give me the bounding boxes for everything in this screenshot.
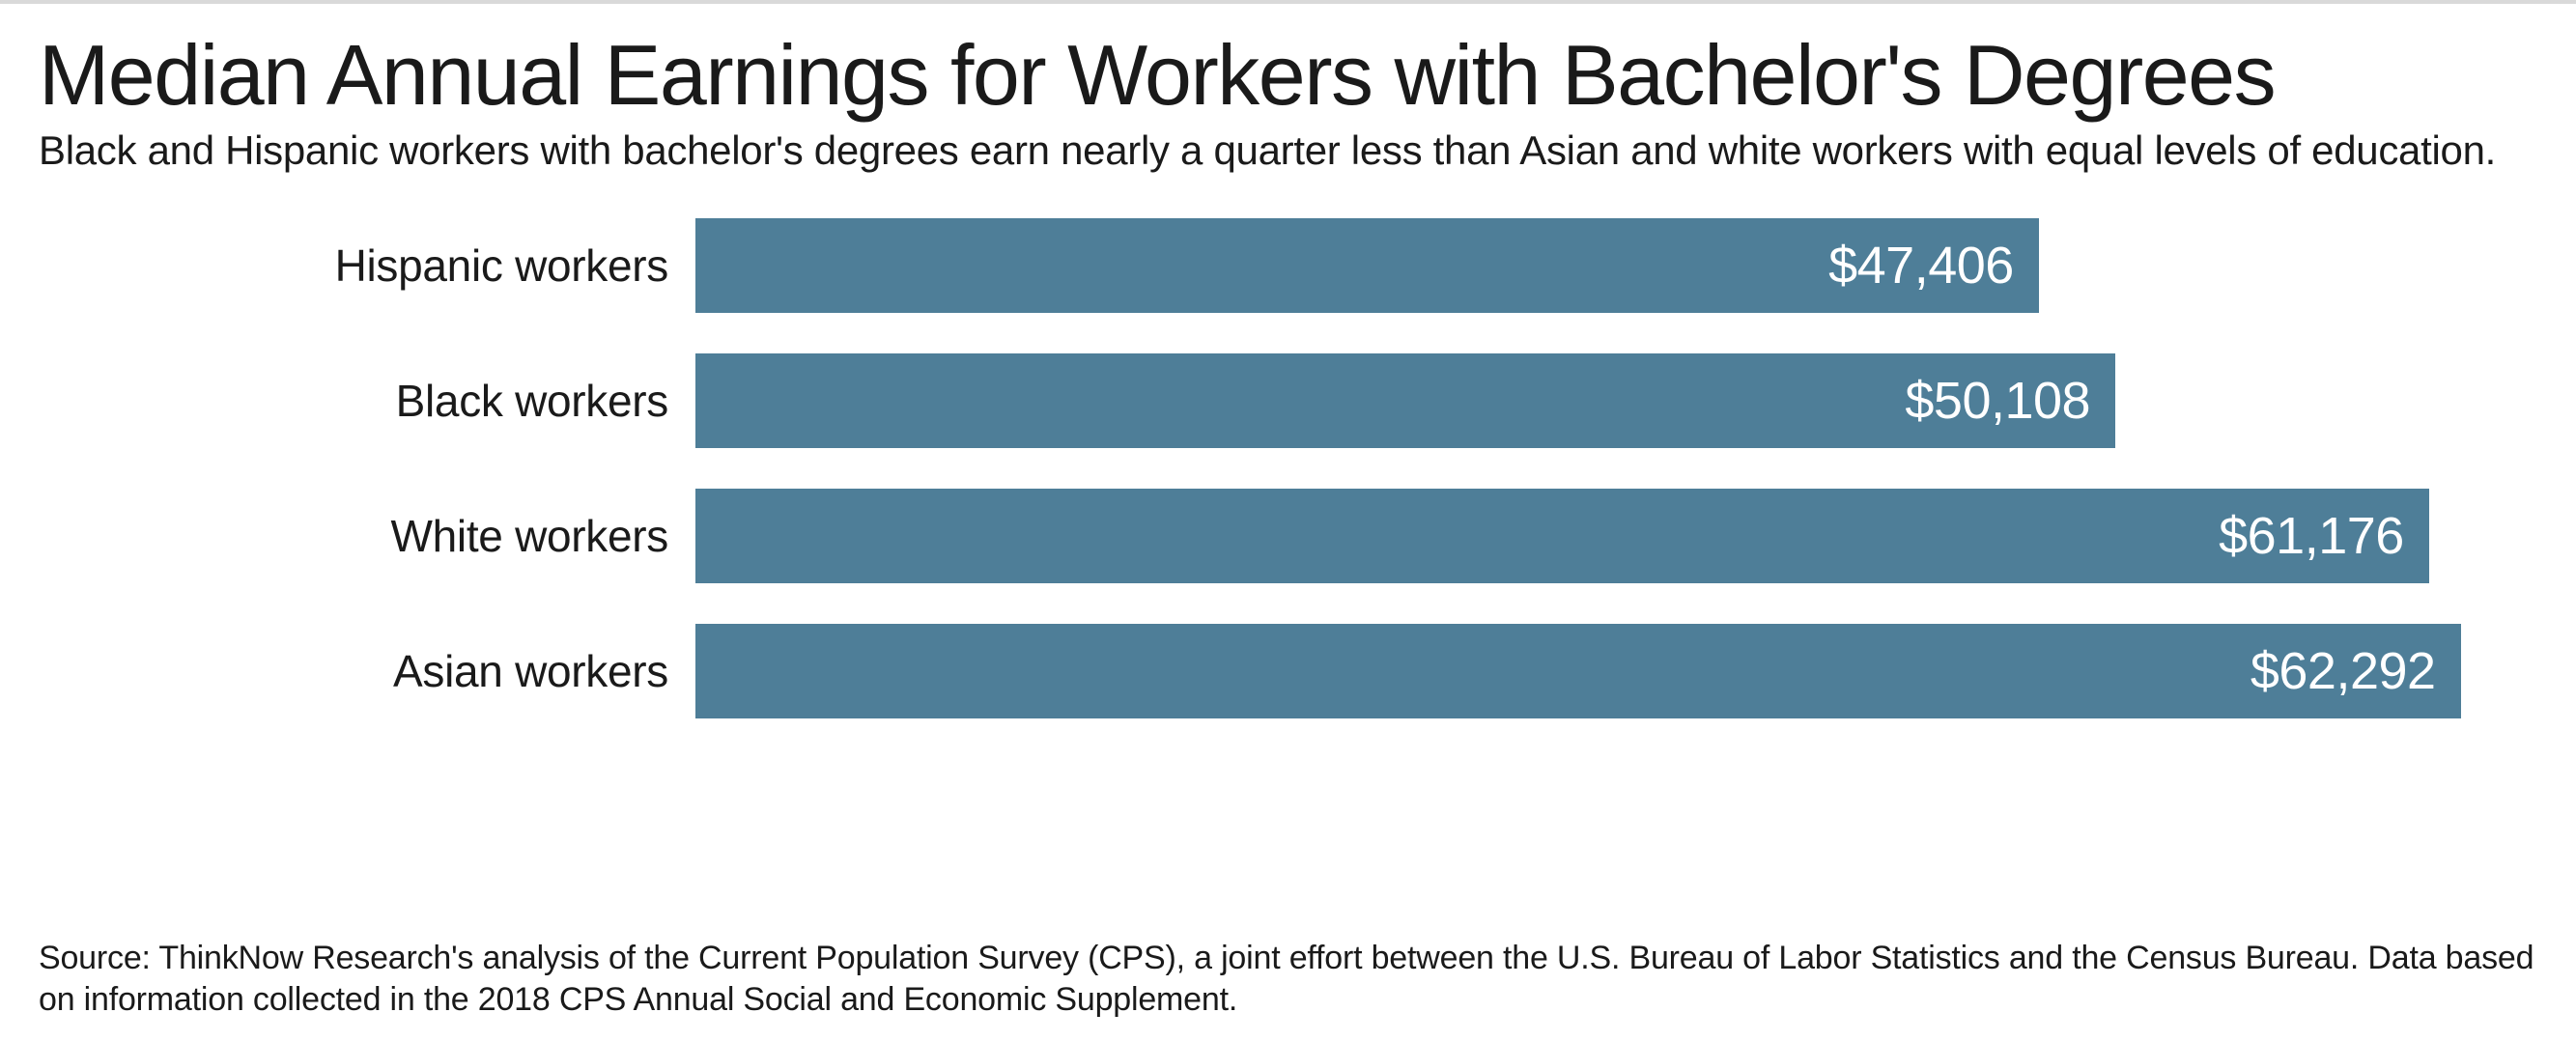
bar-chart: Hispanic workers $47,406 Black workers $… [39,203,2537,924]
bar-value: $62,292 [2250,641,2436,701]
bar: $50,108 [695,353,2115,448]
bar-value: $50,108 [1905,371,2090,431]
bar-value: $61,176 [2219,506,2404,566]
category-label: White workers [39,510,695,562]
category-label: Hispanic workers [39,239,695,292]
bar-track: $61,176 [695,489,2537,583]
bar-value: $47,406 [1828,236,2014,295]
bar-row: Hispanic workers $47,406 [39,218,2537,313]
bar-row: Black workers $50,108 [39,353,2537,448]
chart-frame: Median Annual Earnings for Workers with … [0,0,2576,1041]
category-label: Asian workers [39,645,695,697]
bar-row: Asian workers $62,292 [39,624,2537,718]
chart-source: Source: ThinkNow Research's analysis of … [39,924,2537,1022]
bar-track: $62,292 [695,624,2537,718]
bar-track: $47,406 [695,218,2537,313]
chart-title: Median Annual Earnings for Workers with … [39,31,2537,120]
category-label: Black workers [39,375,695,427]
chart-subtitle: Black and Hispanic workers with bachelor… [39,126,2537,175]
bar: $61,176 [695,489,2429,583]
bar-track: $50,108 [695,353,2537,448]
bar: $62,292 [695,624,2461,718]
bar: $47,406 [695,218,2039,313]
bar-row: White workers $61,176 [39,489,2537,583]
